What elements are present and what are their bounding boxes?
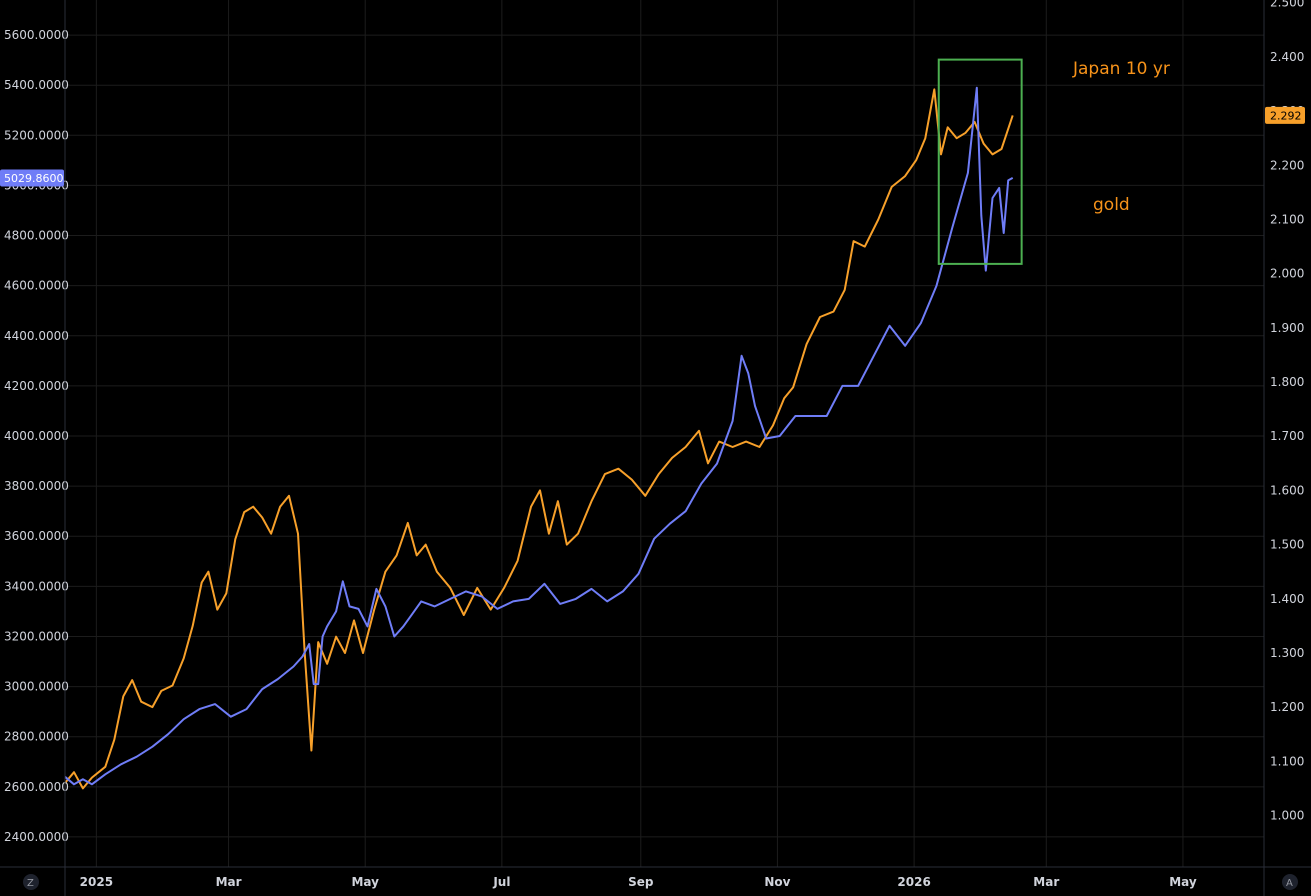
annotation-gold: gold <box>1093 195 1130 215</box>
right-tick-label: 2.200 <box>1270 158 1304 172</box>
timezone-button[interactable] <box>23 874 39 890</box>
x-tick-label: 2025 <box>80 875 113 889</box>
annotation-japan-10yr: Japan 10 yr <box>1072 59 1170 79</box>
right-tick-label: 1.600 <box>1270 483 1304 497</box>
left-tick-label: 3400.0000 <box>4 579 69 593</box>
x-tick-label: Jul <box>492 875 510 889</box>
left-tick-label: 4000.0000 <box>4 429 69 443</box>
left-tick-label: 4400.0000 <box>4 329 69 343</box>
x-tick-label: Nov <box>764 875 790 889</box>
right-tick-label: 2.100 <box>1270 212 1304 226</box>
left-last-value: 5029.8600 <box>4 172 64 185</box>
x-tick-label: 2026 <box>897 875 930 889</box>
left-tick-label: 3200.0000 <box>4 629 69 643</box>
left-tick-label: 3800.0000 <box>4 479 69 493</box>
right-tick-label: 1.300 <box>1270 646 1304 660</box>
highlight-box <box>937 58 1023 265</box>
jgb-series-line[interactable] <box>64 88 1014 790</box>
plot-area[interactable] <box>64 86 1014 790</box>
right-tick-label: 1.900 <box>1270 321 1304 335</box>
left-tick-label: 3000.0000 <box>4 680 69 694</box>
left-tick-label: 2800.0000 <box>4 730 69 744</box>
right-tick-label: 2.500 <box>1270 0 1304 10</box>
x-tick-label: Mar <box>216 875 242 889</box>
auto-scale-button[interactable] <box>1282 874 1298 890</box>
right-tick-label: 1.500 <box>1270 538 1304 552</box>
left-last-value-badge: 5029.8600 <box>0 169 64 187</box>
corner-right-label: A <box>1286 878 1293 889</box>
left-tick-label: 4600.0000 <box>4 279 69 293</box>
x-tick-label: Mar <box>1033 875 1059 889</box>
right-tick-label: 1.200 <box>1270 700 1304 714</box>
left-tick-label: 5400.0000 <box>4 78 69 92</box>
left-tick-label: 5200.0000 <box>4 128 69 142</box>
gold-series-line[interactable] <box>64 86 1014 786</box>
x-tick-label: May <box>1169 875 1197 889</box>
left-tick-label: 5600.0000 <box>4 28 69 42</box>
x-tick-label: May <box>351 875 379 889</box>
right-last-value-badge: 2.292 <box>1265 106 1305 124</box>
right-tick-label: 1.700 <box>1270 429 1304 443</box>
right-last-value: 2.292 <box>1270 109 1302 122</box>
right-tick-label: 2.000 <box>1270 267 1304 281</box>
left-tick-label: 2400.0000 <box>4 830 69 844</box>
left-tick-label: 4200.0000 <box>4 379 69 393</box>
corner-left-label: Z <box>27 878 34 889</box>
right-tick-label: 1.800 <box>1270 375 1304 389</box>
left-tick-label: 4800.0000 <box>4 229 69 243</box>
right-tick-label: 1.400 <box>1270 592 1304 606</box>
right-tick-label: 2.400 <box>1270 50 1304 64</box>
right-tick-label: 1.100 <box>1270 754 1304 768</box>
left-tick-label: 3600.0000 <box>4 529 69 543</box>
left-tick-label: 2600.0000 <box>4 780 69 794</box>
right-tick-label: 1.000 <box>1270 809 1304 823</box>
grid <box>65 0 1264 867</box>
x-tick-label: Sep <box>628 875 654 889</box>
